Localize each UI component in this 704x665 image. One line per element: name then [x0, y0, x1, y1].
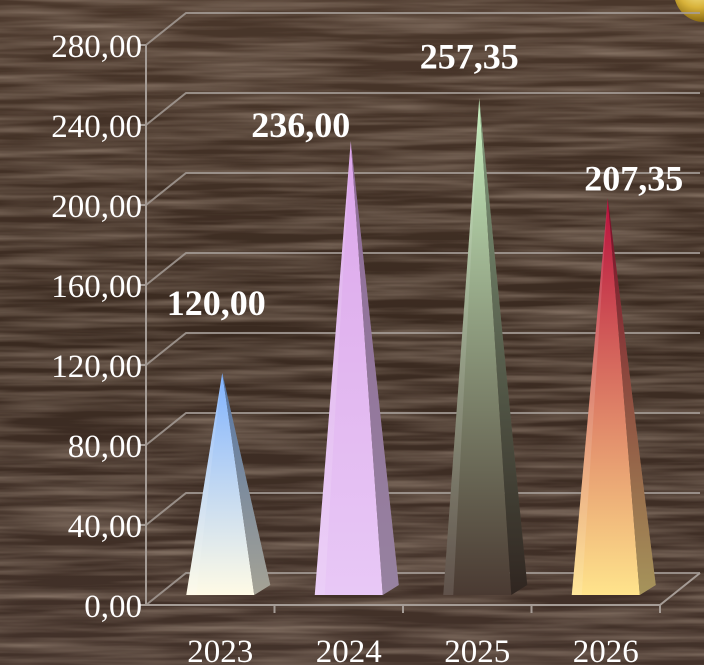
pyramid-bars: [186, 98, 656, 596]
pyramid-bar: [186, 373, 271, 595]
y-tick-label: 0,00: [84, 589, 142, 625]
data-label: 207,35: [584, 158, 683, 198]
data-label: 236,00: [251, 105, 350, 145]
y-tick-label: 120,00: [51, 349, 142, 385]
data-label: 257,35: [420, 36, 519, 76]
gridline: [145, 332, 700, 366]
x-tick-label: 2024: [316, 634, 382, 665]
x-tick-label: 2026: [573, 634, 639, 665]
y-tick-label: 200,00: [51, 189, 142, 225]
pyramid-bar: [571, 198, 656, 596]
x-tick-label: 2023: [187, 634, 253, 665]
axes: [138, 44, 701, 613]
y-tick-label: 280,00: [51, 29, 142, 65]
floor-edge: [659, 572, 701, 606]
gridline: [145, 12, 700, 46]
pyramid-bar: [314, 141, 399, 595]
pyramid-bar: [443, 98, 528, 596]
y-tick-label: 80,00: [68, 429, 142, 465]
gridlines: [145, 12, 700, 606]
gridline: [145, 172, 700, 206]
y-axis-tick-labels: 0,00 40,00 80,00 120,00 160,00 200,00 240,00 28…: [51, 29, 142, 625]
gridline: [145, 492, 700, 526]
data-labels: 120,00 236,00 257,35 207,35: [167, 36, 684, 323]
data-label: 120,00: [167, 283, 266, 323]
gridline: [145, 412, 700, 446]
gridline: [145, 92, 700, 126]
gridline: [145, 252, 700, 286]
gridline: [145, 572, 700, 606]
gold-coin-decoration: [675, 0, 704, 22]
y-tick-label: 240,00: [51, 109, 142, 145]
x-tick-label: 2025: [444, 634, 510, 665]
x-axis-tick-labels: 2023 2024 2025 2026: [187, 634, 639, 665]
y-tick-label: 40,00: [68, 509, 142, 545]
y-tick-label: 160,00: [51, 269, 142, 305]
